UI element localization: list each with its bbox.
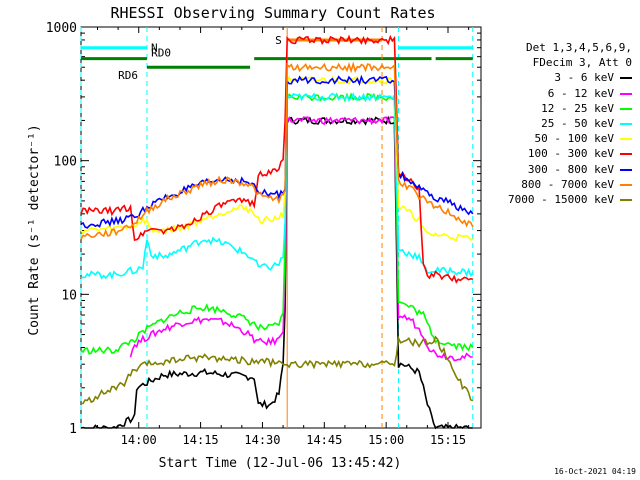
legend-header-line: FDecim 3, Att 0 (532, 56, 632, 70)
legend-entry: 6 - 12 keV (508, 86, 632, 101)
series-line-12-25-kev (80, 92, 474, 355)
state-label-n: N (151, 42, 158, 55)
legend-label: 300 - 800 keV (527, 162, 614, 176)
legend-swatch (620, 168, 632, 171)
y-tick-label: 1000 (46, 21, 77, 36)
x-tick-label: 15:00 (368, 433, 404, 447)
state-label-rd0: RD0 (151, 47, 171, 60)
x-tick-label: 14:15 (183, 433, 219, 447)
series-line-800-7000-kev (80, 61, 474, 240)
legend-label: 50 - 100 keV (534, 132, 614, 146)
y-axis-label: Count Rate (s⁻¹ detector⁻¹) (27, 124, 42, 335)
legend-label: 800 - 7000 keV (521, 177, 614, 191)
y-tick-label: 1 (69, 422, 77, 437)
legend-entry: 12 - 25 keV (508, 101, 632, 116)
legend-label: 25 - 50 keV (541, 117, 614, 131)
legend-swatch (620, 138, 632, 141)
legend-label: 100 - 300 keV (527, 147, 614, 161)
legend-entry: 300 - 800 keV (508, 162, 632, 177)
legend-swatch (620, 77, 632, 80)
legend-label: 6 - 12 keV (547, 86, 614, 100)
legend-swatch (620, 123, 632, 126)
legend-entry: 3 - 6 keV (508, 70, 632, 85)
series-line-300-800-kev (80, 74, 474, 229)
series-line-7000-15000-kev (80, 335, 474, 405)
legend-swatch (620, 153, 632, 156)
legend-entry: 50 - 100 keV (508, 131, 632, 146)
legend-swatch (620, 199, 632, 202)
legend-swatch (620, 92, 632, 95)
legend-entry: 7000 - 15000 keV (508, 192, 632, 207)
x-tick-label: 15:15 (430, 433, 466, 447)
y-tick-label: 100 (54, 155, 77, 170)
legend-swatch (620, 107, 632, 110)
legend-swatch (620, 183, 632, 186)
legend-label: 12 - 25 keV (541, 101, 614, 115)
x-tick-label: 14:00 (121, 433, 157, 447)
legend-header-line: Det 1,3,4,5,6,9, (526, 41, 632, 54)
state-label-rd6: RD6 (118, 69, 138, 82)
legend-label: 7000 - 15000 keV (508, 193, 614, 207)
legend-entry: 100 - 300 keV (508, 146, 632, 161)
timestamp: 16-Oct-2021 04:19 (554, 467, 636, 476)
x-tick-label: 14:45 (306, 433, 342, 447)
legend-label: 3 - 6 keV (554, 71, 614, 85)
series-line-6-12-kev (129, 116, 473, 362)
series-line-25-50-kev (80, 92, 474, 280)
x-axis-label: Start Time (12-Jul-06 13:45:42) (159, 456, 402, 471)
legend-entry: 800 - 7000 keV (508, 177, 632, 192)
series-line-3-6-kev (80, 115, 473, 430)
legend-entry: 25 - 50 keV (508, 116, 632, 131)
y-tick-label: 10 (61, 288, 77, 303)
chart-title: RHESSI Observing Summary Count Rates (110, 4, 435, 22)
series-line-100-300-kev (80, 34, 473, 284)
x-tick-label: 14:30 (244, 433, 280, 447)
state-label-s: S (275, 34, 282, 47)
series-line-50-100-kev (80, 75, 474, 242)
